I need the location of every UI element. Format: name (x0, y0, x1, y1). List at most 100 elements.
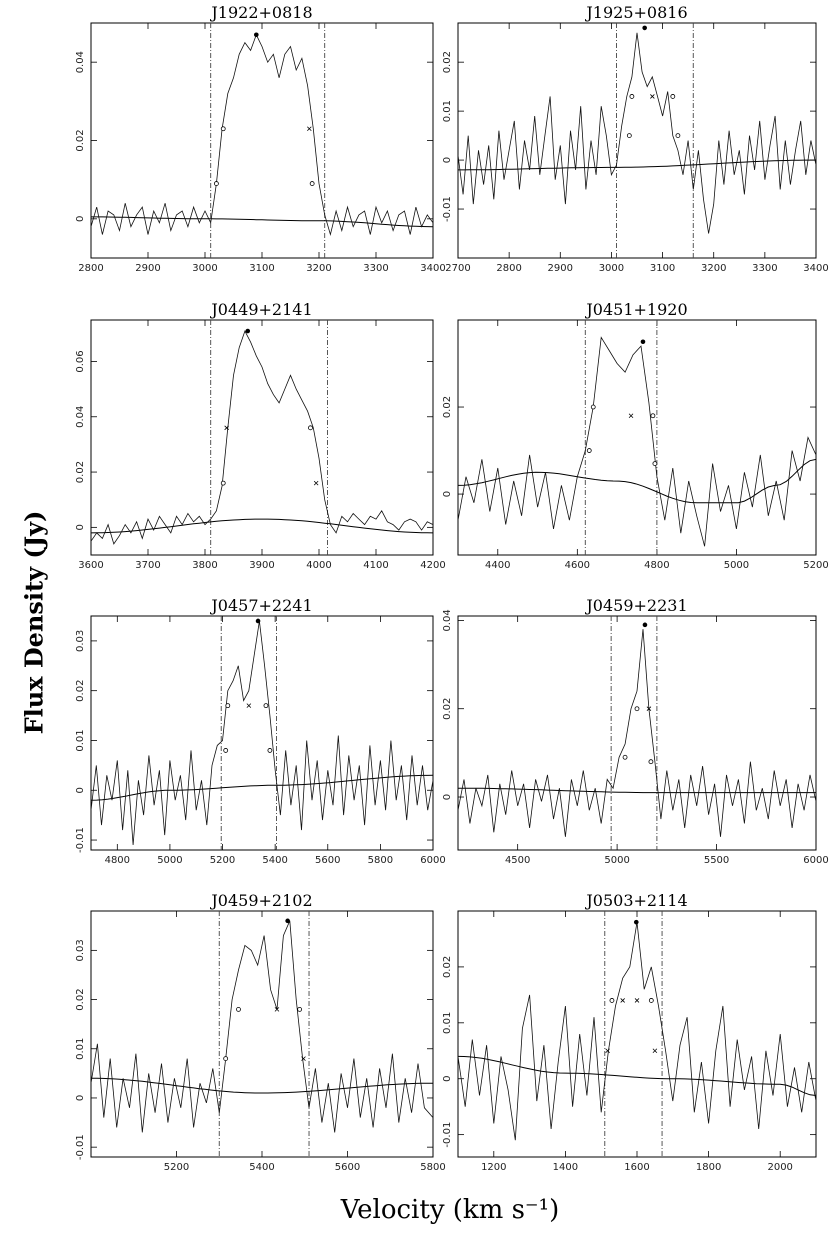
spectrum-line (458, 32, 816, 234)
x-tick-label: 4800 (644, 560, 669, 571)
baseline-fit (91, 216, 433, 228)
y-tick-label: 0.04 (75, 406, 86, 428)
spectrum-panel: J0503+2114 1200 1400 1600 1800 2000 -0.01 0 0.01… (442, 891, 817, 1173)
x-tick-label: 5400 (262, 855, 287, 866)
y-tick-label: 0.01 (442, 100, 453, 122)
y-tick-label: 0.02 (442, 956, 453, 978)
x-tick-label: 1400 (553, 1162, 578, 1173)
y-tick-label: 0.02 (75, 988, 86, 1010)
x-tick-label: 2900 (135, 263, 160, 274)
x-tick-label: 4600 (565, 560, 590, 571)
spectrum-line (91, 620, 433, 846)
peak-marker (285, 918, 290, 924)
x-tick-label: 2700 (445, 263, 470, 274)
panel-title: J1925+0816 (584, 3, 687, 22)
plot-data (458, 616, 816, 850)
peak-marker (255, 618, 261, 624)
spectrum-line (458, 336, 816, 547)
width-marker (629, 94, 635, 99)
width-marker (648, 998, 654, 1003)
y-tick-label: 0.02 (75, 129, 86, 151)
spectrum-line (458, 922, 816, 1141)
plot-data (458, 23, 816, 258)
width-marker (267, 748, 273, 753)
y-tick-label: 0 (442, 157, 453, 163)
y-tick-label: -0.01 (75, 1134, 86, 1160)
baseline-fit (91, 518, 433, 534)
plot-frame (90, 615, 434, 851)
width-marker (622, 754, 628, 760)
y-tick-label: 0 (75, 1095, 86, 1101)
x-tick-label: 1600 (624, 1162, 649, 1173)
spectrum-line (91, 33, 433, 237)
width-marker-cross (646, 706, 652, 711)
baseline-fit (458, 1055, 816, 1096)
x-tick-label: 5000 (157, 855, 182, 866)
x-tick-label: 3000 (599, 263, 624, 274)
width-marker-cross (246, 703, 252, 708)
width-marker (220, 126, 226, 132)
width-marker (236, 1007, 241, 1012)
panel-title: J0459+2102 (209, 891, 312, 910)
width-marker (223, 748, 229, 753)
baseline-fit (458, 787, 816, 794)
y-tick-label: 0.02 (75, 461, 86, 483)
width-marker (297, 1007, 303, 1012)
panel-title: J0503+2114 (584, 891, 687, 910)
width-marker (652, 461, 658, 467)
x-tick-label: 3100 (249, 263, 274, 274)
x-tick-label: 5800 (420, 1162, 445, 1173)
spectrum-line (458, 629, 816, 837)
y-tick-label: 0 (442, 794, 453, 800)
width-marker (590, 404, 596, 410)
x-tick-label: 6000 (803, 855, 828, 866)
width-marker (223, 1056, 229, 1061)
x-tick-label: 3400 (803, 263, 828, 274)
panel-title: J0451+1920 (584, 300, 687, 319)
width-marker (220, 480, 226, 486)
spectrum-panel: J0459+2102 5200 5400 5600 5800 -0.01 0 0.01 0.02… (75, 891, 446, 1173)
width-marker (670, 94, 676, 99)
y-tick-label: 0.01 (442, 1012, 453, 1034)
y-tick-label: -0.01 (442, 196, 453, 222)
spectrum-line (91, 330, 433, 545)
x-tick-label: 4100 (363, 560, 388, 571)
x-tick-label: 4200 (420, 560, 445, 571)
spectrum-panel: J0451+1920 4400 4600 4800 5000 5200 0 0.02 (442, 300, 829, 571)
width-marker-cross (307, 126, 312, 132)
x-tick-label: 3200 (306, 263, 331, 274)
y-tick-label: 0.04 (75, 51, 86, 73)
x-tick-label: 1200 (481, 1162, 506, 1173)
width-marker (609, 998, 615, 1003)
width-marker (634, 706, 640, 712)
peak-marker (640, 339, 646, 345)
y-tick-label: 0 (442, 1076, 453, 1082)
width-marker-cross (634, 998, 640, 1003)
peak-marker (642, 25, 647, 31)
x-tick-label: 3800 (192, 560, 217, 571)
width-marker (225, 703, 231, 709)
width-marker-cross (605, 1048, 610, 1054)
plot-frame (457, 22, 817, 259)
peak-marker (253, 32, 259, 38)
x-tick-label: 3700 (135, 560, 160, 571)
x-tick-label: 5500 (704, 855, 729, 866)
plot-data (458, 320, 816, 555)
figure-x-axis-label: Velocity (km s⁻¹) (340, 1195, 560, 1225)
x-tick-label: 2000 (767, 1162, 792, 1173)
spectrum-panel: J0459+2231 4500 5000 5500 6000 0 0.02 0.04 (442, 596, 829, 866)
y-tick-label: -0.01 (442, 1122, 453, 1148)
x-tick-label: 4500 (505, 855, 530, 866)
x-tick-label: 5200 (803, 560, 828, 571)
x-tick-label: 6000 (420, 855, 445, 866)
x-tick-label: 3900 (249, 560, 274, 571)
plot-data (91, 616, 433, 850)
panel-title: J0457+2241 (209, 596, 312, 615)
x-tick-label: 3200 (701, 263, 726, 274)
plot-data (91, 23, 433, 258)
spectrum-panel: J0457+2241 4800 5000 5200 5400 5600 5800 6000 -0… (75, 596, 446, 866)
x-tick-label: 4000 (306, 560, 331, 571)
plot-data (458, 911, 816, 1157)
x-tick-label: 3100 (650, 263, 675, 274)
plot-frame (457, 910, 817, 1158)
